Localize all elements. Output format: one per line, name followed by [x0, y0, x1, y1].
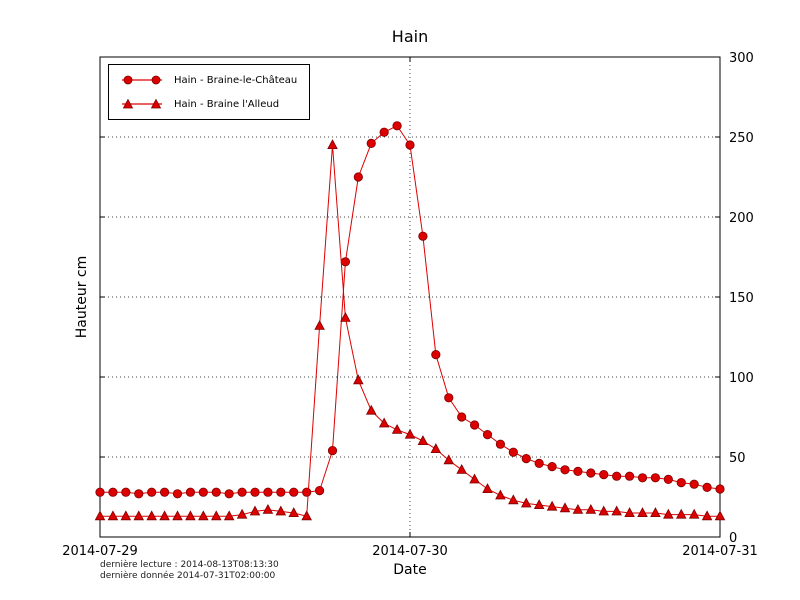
circle-marker-line-icon	[122, 75, 162, 85]
legend-label: Hain - Braine l'Alleud	[174, 98, 280, 110]
y-axis-label: Hauteur cm	[74, 255, 90, 339]
legend-label: Hain - Braine-le-Château	[174, 74, 298, 86]
triangle-marker-line-icon	[122, 98, 162, 109]
chart-title: Hain	[391, 27, 429, 46]
svg-text:2014-07-29: 2014-07-29	[62, 544, 138, 559]
svg-text:300: 300	[729, 51, 754, 66]
last-reading-note: dernière lecture : 2014-08-13T08:13:30	[100, 560, 279, 570]
svg-text:0: 0	[729, 531, 737, 546]
legend-item-braine-l-alleud: Hain - Braine l'Alleud	[119, 97, 297, 111]
svg-text:150: 150	[729, 291, 754, 306]
legend: Hain - Braine-le-Château Hain - Braine l…	[108, 64, 311, 120]
last-data-note: dernière donnée 2014-07-31T02:00:00	[100, 571, 276, 581]
legend-item-braine-le-chateau: Hain - Braine-le-Château	[119, 73, 297, 87]
x-axis-label: Date	[393, 562, 427, 578]
svg-text:250: 250	[729, 131, 754, 146]
svg-text:2014-07-30: 2014-07-30	[372, 544, 448, 559]
svg-text:50: 50	[729, 451, 746, 466]
svg-text:200: 200	[729, 211, 754, 226]
footnotes: dernière lecture : 2014-08-13T08:13:30 d…	[100, 560, 279, 582]
svg-text:2014-07-31: 2014-07-31	[682, 544, 758, 559]
svg-text:100: 100	[729, 371, 754, 386]
